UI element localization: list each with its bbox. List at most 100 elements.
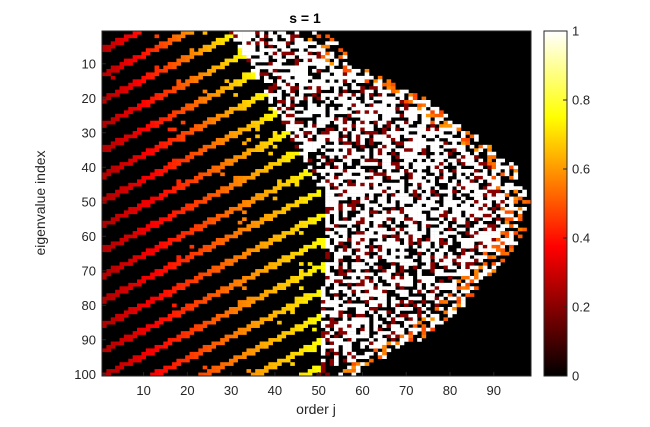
heatmap-cell	[154, 296, 160, 301]
heatmap-cell	[185, 58, 190, 63]
heatmap-cell	[390, 286, 396, 290]
heatmap-cell	[377, 86, 383, 90]
heatmap-cell	[355, 238, 361, 242]
heatmap-cell	[268, 100, 273, 104]
heatmap-cell	[434, 137, 440, 142]
heatmap-cell	[312, 141, 317, 146]
heatmap-cell	[211, 169, 217, 173]
heatmap-cell	[355, 106, 361, 111]
heatmap-cell	[417, 338, 422, 342]
heatmap-cell	[176, 210, 182, 215]
heatmap-cell	[215, 65, 221, 70]
heatmap-cell	[334, 89, 339, 94]
heatmap-cell	[119, 286, 125, 290]
heatmap-cell	[399, 317, 405, 322]
heatmap-cell	[395, 134, 400, 139]
heatmap-cell	[417, 124, 422, 128]
heatmap-cell	[298, 196, 304, 201]
heatmap-cell	[434, 220, 440, 225]
heatmap-cell	[434, 144, 440, 149]
heatmap-cell	[259, 341, 265, 346]
heatmap-cell	[172, 365, 177, 370]
heatmap-cell	[509, 248, 514, 253]
heatmap-cell	[224, 286, 230, 290]
x-tick-label: 40	[268, 383, 282, 398]
heatmap-cell	[298, 272, 304, 277]
heatmap-cell	[242, 279, 247, 284]
heatmap-cell	[399, 279, 405, 284]
heatmap-cell	[390, 172, 396, 177]
y-tick-label: 60	[82, 229, 96, 244]
heatmap-cell	[277, 100, 282, 104]
heatmap-cell	[425, 162, 431, 166]
heatmap-cell	[272, 210, 278, 215]
heatmap-cell	[421, 151, 427, 156]
heatmap-cell	[382, 269, 387, 273]
heatmap-cell	[255, 196, 260, 201]
heatmap-cell	[312, 193, 317, 197]
heatmap-cell	[452, 231, 457, 235]
heatmap-cell	[259, 65, 265, 70]
heatmap-cell	[281, 34, 287, 39]
heatmap-cell	[106, 72, 112, 77]
heatmap-cell	[163, 317, 168, 322]
heatmap-cell	[325, 372, 330, 377]
heatmap-cell	[439, 169, 444, 173]
heatmap-cell	[373, 289, 379, 294]
heatmap-cell	[474, 265, 479, 270]
heatmap-cell	[320, 93, 326, 97]
heatmap-cell	[347, 206, 352, 211]
heatmap-cell	[395, 175, 400, 180]
heatmap-cell	[132, 34, 138, 39]
heatmap-cell	[338, 255, 344, 259]
heatmap-cell	[342, 134, 348, 139]
heatmap-cell	[338, 320, 344, 325]
heatmap-cell	[460, 158, 466, 163]
heatmap-cell	[425, 182, 431, 187]
heatmap-cell	[364, 220, 370, 225]
heatmap-cell	[364, 155, 370, 159]
heatmap-cell	[412, 289, 418, 294]
heatmap-cell	[495, 231, 501, 235]
heatmap-cell	[382, 344, 387, 349]
heatmap-cell	[412, 117, 418, 121]
heatmap-cell	[325, 296, 330, 301]
x-axis-ticks: 10 20 30 40 50 60 70 80 90	[136, 372, 501, 398]
heatmap-cell	[417, 327, 422, 332]
heatmap-cell	[487, 165, 492, 170]
heatmap-cell	[329, 344, 335, 349]
heatmap-cell	[482, 255, 488, 259]
heatmap-cell	[123, 110, 129, 115]
heatmap-cell	[382, 162, 387, 166]
heatmap-cell	[460, 155, 466, 159]
heatmap-cell	[290, 151, 295, 156]
heatmap-cell	[316, 341, 322, 346]
heatmap-cell	[281, 41, 287, 46]
heatmap-cell	[399, 307, 405, 311]
heatmap-cell	[285, 355, 291, 359]
colorbar-tick-label: 0.2	[572, 300, 590, 315]
heatmap-cell	[377, 331, 383, 335]
heatmap-cell	[474, 206, 479, 211]
heatmap-cell	[172, 186, 177, 190]
heatmap-cell	[430, 213, 435, 218]
heatmap-cell	[128, 362, 133, 366]
heatmap-cell	[395, 137, 400, 142]
heatmap-cell	[259, 148, 265, 152]
heatmap-cell	[487, 151, 492, 156]
heatmap-cell	[312, 93, 317, 97]
heatmap-cell	[338, 68, 344, 73]
heatmap-cell	[207, 144, 212, 149]
heatmap-cell	[355, 293, 361, 297]
heatmap-cell	[316, 144, 322, 149]
heatmap-cell	[421, 148, 427, 152]
heatmap-cell	[495, 165, 501, 170]
heatmap-cell	[233, 234, 238, 239]
heatmap-cell	[487, 238, 492, 242]
heatmap-cell	[259, 372, 265, 377]
heatmap-cell	[456, 127, 462, 132]
heatmap-cell	[377, 327, 383, 332]
heatmap-cell	[334, 279, 339, 284]
heatmap-cell	[351, 203, 357, 208]
heatmap-cell	[399, 93, 405, 97]
